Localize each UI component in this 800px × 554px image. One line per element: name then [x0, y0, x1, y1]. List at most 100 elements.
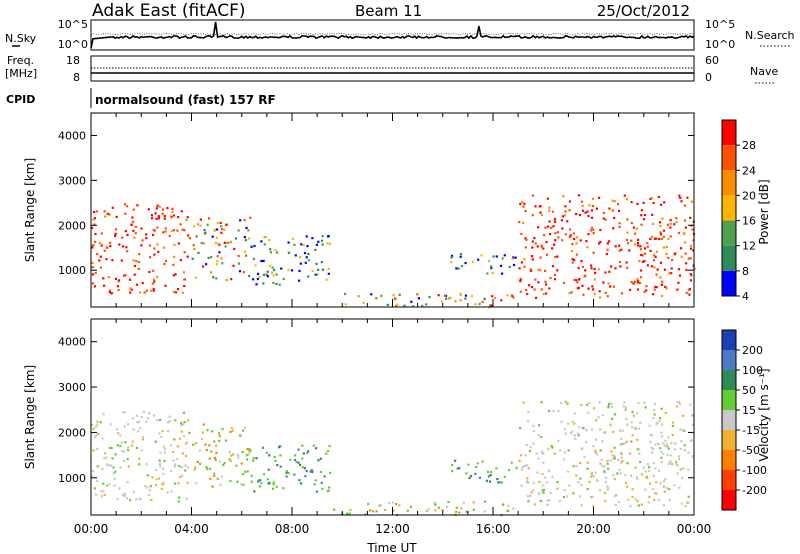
velocity-echo-cell — [111, 457, 114, 460]
power-echo-cell — [587, 233, 590, 236]
velocity-echo-cell — [236, 453, 240, 456]
power-echo-cell — [161, 212, 164, 215]
velocity-echo-cell — [634, 498, 637, 501]
velocity-echo-cell — [512, 507, 515, 510]
velocity-echo-cell — [161, 483, 164, 486]
velocity-echo-cell — [183, 434, 186, 438]
power-echo-cell — [93, 223, 96, 226]
velocity-echo-cell — [220, 475, 223, 478]
velocity-echo-cell — [141, 438, 145, 441]
velocity-echo-cell — [213, 440, 216, 443]
power-echo-cell — [544, 280, 547, 283]
velocity-echo-cell — [465, 510, 468, 513]
velocity-echo-cell — [608, 402, 611, 405]
power-echo-cell — [243, 218, 246, 222]
velocity-echo-cell — [208, 457, 211, 460]
velocity-echo-cell — [100, 495, 104, 498]
velocity-echo-cell — [119, 444, 122, 448]
power-echo-cell — [520, 232, 523, 236]
power-echo-cell — [692, 249, 695, 252]
velocity-echo-cell — [590, 475, 593, 478]
power-echo-cell — [653, 254, 656, 257]
velocity-echo-cell — [123, 450, 126, 453]
velocity-echo-cell — [101, 467, 104, 471]
velocity-echo-cell — [395, 503, 398, 506]
velocity-echo-cell — [427, 508, 430, 511]
velocity-echo-cell — [367, 503, 370, 506]
power-echo-cell — [115, 228, 118, 231]
power-echo-cell — [215, 236, 218, 239]
power-echo-cell — [523, 202, 526, 205]
velocity-echo-cell — [294, 458, 297, 462]
velocity-echo-cell — [198, 449, 201, 452]
power-echo-cell — [556, 269, 559, 272]
power-echo-cell — [106, 246, 109, 249]
power-echo-cell — [598, 290, 601, 293]
power-echo-cell — [575, 213, 578, 216]
power-echo-cell — [630, 239, 633, 242]
power-echo-cell — [233, 247, 236, 250]
power-echo-cell — [215, 277, 218, 280]
velocity-echo-cell — [242, 473, 245, 476]
power-echo-cell — [271, 266, 274, 269]
velocity-echo-cell — [520, 454, 523, 457]
velocity-echo-cell — [654, 443, 657, 446]
power-echo-cell — [640, 209, 643, 212]
power-echo-cell — [250, 245, 253, 248]
velocity-echo-cell — [586, 403, 589, 406]
velocity-echo-cell — [259, 479, 262, 482]
power-echo-cell — [626, 231, 629, 234]
velocity-echo-cell — [586, 461, 589, 464]
nave-tick-top: 60 — [705, 54, 719, 67]
velocity-echo-cell — [519, 427, 522, 430]
power-echo-cell — [581, 265, 585, 268]
x-axis-label: Time UT — [366, 541, 417, 554]
power-echo-cell — [168, 234, 171, 238]
velocity-echo-cell — [621, 429, 624, 432]
velocity-echo-cell — [604, 476, 608, 479]
power-echo-cell — [512, 263, 516, 267]
velocity-echo-cell — [518, 459, 521, 462]
velocity-echo-cell — [180, 474, 184, 477]
power-echo-cell — [187, 234, 190, 237]
velocity-echo-cell — [312, 444, 315, 447]
velocity-echo-cell — [123, 425, 126, 428]
power-echo-cell — [137, 260, 140, 264]
noise-right-label: N.Search — [745, 29, 795, 42]
velocity-echo-cell — [178, 465, 181, 468]
velocity-echo-cell — [425, 509, 428, 513]
velocity-echo-cell — [666, 445, 669, 448]
power-echo-cell — [593, 278, 596, 281]
velocity-echo-cell — [102, 489, 105, 493]
power-echo-cell — [649, 197, 652, 200]
velocity-echo-cell — [617, 500, 620, 504]
velocity-echo-cell — [125, 497, 129, 500]
velocity-echo-cell — [498, 481, 501, 484]
power-echo-cell — [94, 232, 97, 236]
power-echo-cell — [686, 196, 689, 199]
velocity-echo-cell — [123, 492, 126, 495]
velocity-echo-cell — [156, 419, 159, 422]
power-echo-cell — [684, 252, 687, 255]
power-echo-cell — [173, 255, 176, 258]
velocity-echo-cell — [456, 467, 459, 470]
velocity-echo-cell — [611, 417, 614, 420]
power-echo-cell — [524, 210, 527, 213]
power-echo-cell — [606, 248, 609, 251]
velocity-echo-cell — [487, 475, 490, 478]
power-echo-cell — [573, 237, 576, 241]
velocity-echo-cell — [535, 452, 538, 455]
velocity-echo-cell — [206, 429, 209, 432]
power-echo-cell — [164, 230, 167, 233]
power-echo-cell — [156, 226, 159, 229]
velocity-echo-cell — [671, 433, 674, 436]
velocity-echo-cell — [224, 439, 227, 442]
velocity-echo-cell — [523, 464, 526, 468]
velocity-echo-cell — [541, 473, 544, 476]
power-echo-cell — [262, 282, 265, 285]
velocity-echo-cell — [619, 429, 622, 432]
velocity-echo-cell — [600, 458, 603, 461]
velocity-echo-cell — [668, 498, 671, 502]
